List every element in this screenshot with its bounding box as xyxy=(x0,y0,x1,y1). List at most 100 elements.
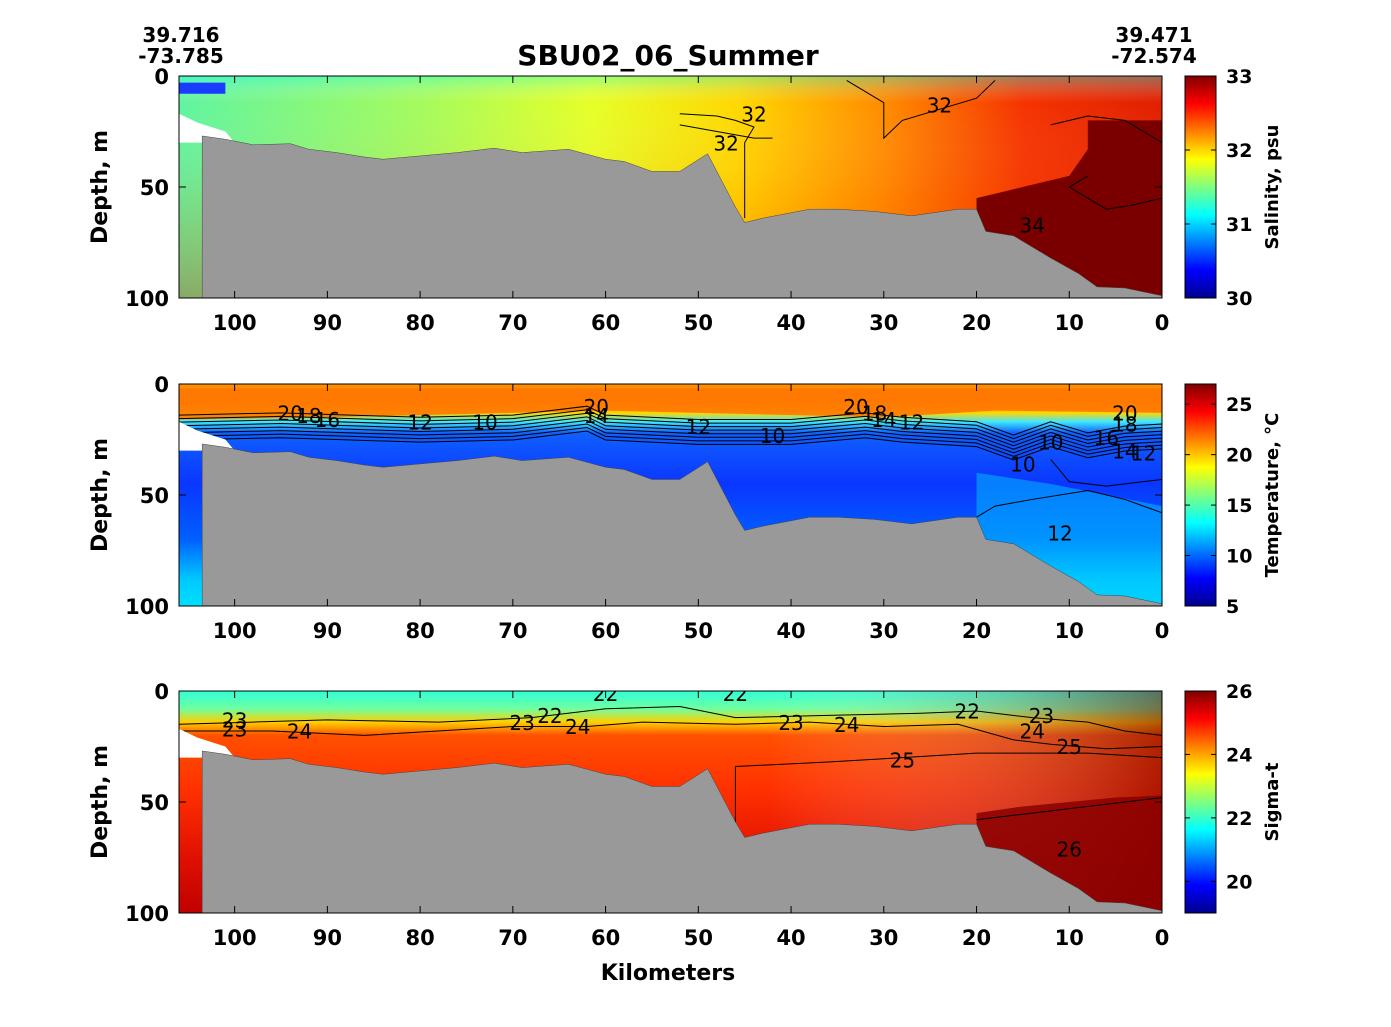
colorbar-gradient xyxy=(1184,383,1217,607)
x-axis: 100 90 80 70 60 50 40 30 20 10 0 xyxy=(213,76,1170,335)
colorbar-label: Sigma-t xyxy=(1262,762,1283,841)
contour-lines xyxy=(179,706,1162,825)
y-tick-label: 100 xyxy=(125,902,169,926)
colorbar-tick-label: 24 xyxy=(1226,744,1252,766)
contour-line xyxy=(679,124,773,139)
colorbar-label: Temperature, °C xyxy=(1262,413,1283,578)
end-latitude: 39.471 xyxy=(1115,23,1192,47)
colorbar-tick-label: 22 xyxy=(1226,808,1252,830)
contour-label: 24 xyxy=(287,720,312,744)
x-tick-label: 80 xyxy=(405,311,434,335)
contour-label: 32 xyxy=(927,94,952,118)
colorbar-tick-label: 32 xyxy=(1226,140,1252,162)
contour-label: 10 xyxy=(472,410,497,434)
colorbar-tick-label: 25 xyxy=(1226,394,1252,416)
x-tick-label: 50 xyxy=(684,926,713,950)
x-tick-label: 70 xyxy=(498,619,527,643)
contour-line xyxy=(179,409,1162,440)
contour-line xyxy=(179,416,1162,447)
contour-label: 20 xyxy=(843,395,868,419)
y-tick-label: 50 xyxy=(140,484,169,508)
x-axis-label: Kilometers xyxy=(601,961,735,986)
y-tick-label: 50 xyxy=(140,176,169,200)
y-tick-label: 0 xyxy=(154,373,169,397)
contour-line xyxy=(976,797,1162,821)
y-tick-label: 0 xyxy=(154,65,169,89)
figure-title: SBU02_06_Summer xyxy=(517,39,819,72)
colorbar-tick-label: 33 xyxy=(1226,66,1252,88)
contour-label: 24 xyxy=(565,715,590,739)
contour-label: 10 xyxy=(1010,453,1035,477)
contour-label: 22 xyxy=(723,682,748,706)
x-tick-label: 0 xyxy=(1155,619,1170,643)
contour-line xyxy=(976,490,1162,518)
contour-line xyxy=(1068,175,1162,210)
x-tick-label: 0 xyxy=(1155,311,1170,335)
x-tick-label: 80 xyxy=(405,619,434,643)
contour-label: 18 xyxy=(862,402,887,426)
y-axis: 0 50 100 xyxy=(125,680,1162,926)
contour-line xyxy=(735,752,1162,767)
colorbar-tick-label: 31 xyxy=(1226,214,1252,236)
x-tick-label: 90 xyxy=(313,311,342,335)
colorbar-tick-label: 30 xyxy=(1226,288,1252,310)
contour-label: 20 xyxy=(278,402,303,426)
x-tick-label: 100 xyxy=(213,311,257,335)
x-tick-label: 40 xyxy=(776,926,805,950)
colorbar-salinity: 30 31 32 33 Salinity, psu xyxy=(1184,66,1283,310)
contour-line xyxy=(179,419,1162,450)
x-tick-label: 20 xyxy=(962,926,991,950)
x-tick-label: 100 xyxy=(213,619,257,643)
x-tick-label: 10 xyxy=(1055,311,1084,335)
x-axis: 100 90 80 70 60 50 40 30 20 10 0 xyxy=(213,691,1169,950)
colorbar-tick-label: 26 xyxy=(1226,681,1252,703)
contour-line xyxy=(679,113,755,219)
contour-line xyxy=(179,405,1162,436)
colorbar-temperature: 5 10 15 20 25 Temperature, °C xyxy=(1184,383,1283,618)
contour-line xyxy=(846,80,996,140)
start-longitude: -73.785 xyxy=(138,44,223,68)
contour-label: 10 xyxy=(760,424,785,448)
contour-line xyxy=(179,721,1162,750)
x-tick-label: 30 xyxy=(869,619,898,643)
bathymetry xyxy=(201,135,1162,298)
y-axis-label: Depth, m xyxy=(88,745,113,859)
contour-label: 23 xyxy=(509,711,534,735)
contour-label: 12 xyxy=(1047,521,1072,545)
colorbar-sigma-t: 20 22 24 26 Sigma-t xyxy=(1184,681,1283,914)
colorbar-tick-label: 5 xyxy=(1226,596,1239,618)
x-tick-label: 40 xyxy=(776,619,805,643)
x-tick-label: 60 xyxy=(591,311,620,335)
x-tick-label: 10 xyxy=(1055,619,1084,643)
y-tick-label: 0 xyxy=(154,680,169,704)
contour-label: 14 xyxy=(584,404,609,428)
contour-label: 23 xyxy=(222,717,247,741)
contour-label: 12 xyxy=(407,410,432,434)
x-tick-label: 60 xyxy=(591,619,620,643)
contour-label: 23 xyxy=(778,711,803,735)
y-axis: 0 50 100 xyxy=(125,373,1162,619)
contour-label: 25 xyxy=(890,749,915,773)
y-axis-label: Depth, m xyxy=(88,438,113,552)
contour-label: 22 xyxy=(537,704,562,728)
x-tick-label: 40 xyxy=(776,311,805,335)
contour-label: 23 xyxy=(222,709,247,733)
x-tick-label: 20 xyxy=(962,311,991,335)
contour-label: 16 xyxy=(1094,426,1119,450)
x-tick-label: 50 xyxy=(684,619,713,643)
bathymetry xyxy=(201,443,1162,606)
start-latitude: 39.716 xyxy=(142,23,219,47)
contour-label: 18 xyxy=(1112,413,1137,437)
x-tick-label: 30 xyxy=(869,311,898,335)
contour-label: 24 xyxy=(1019,720,1044,744)
contour-label: 12 xyxy=(1131,442,1156,466)
x-tick-label: 80 xyxy=(405,926,434,950)
y-tick-label: 100 xyxy=(125,595,169,619)
